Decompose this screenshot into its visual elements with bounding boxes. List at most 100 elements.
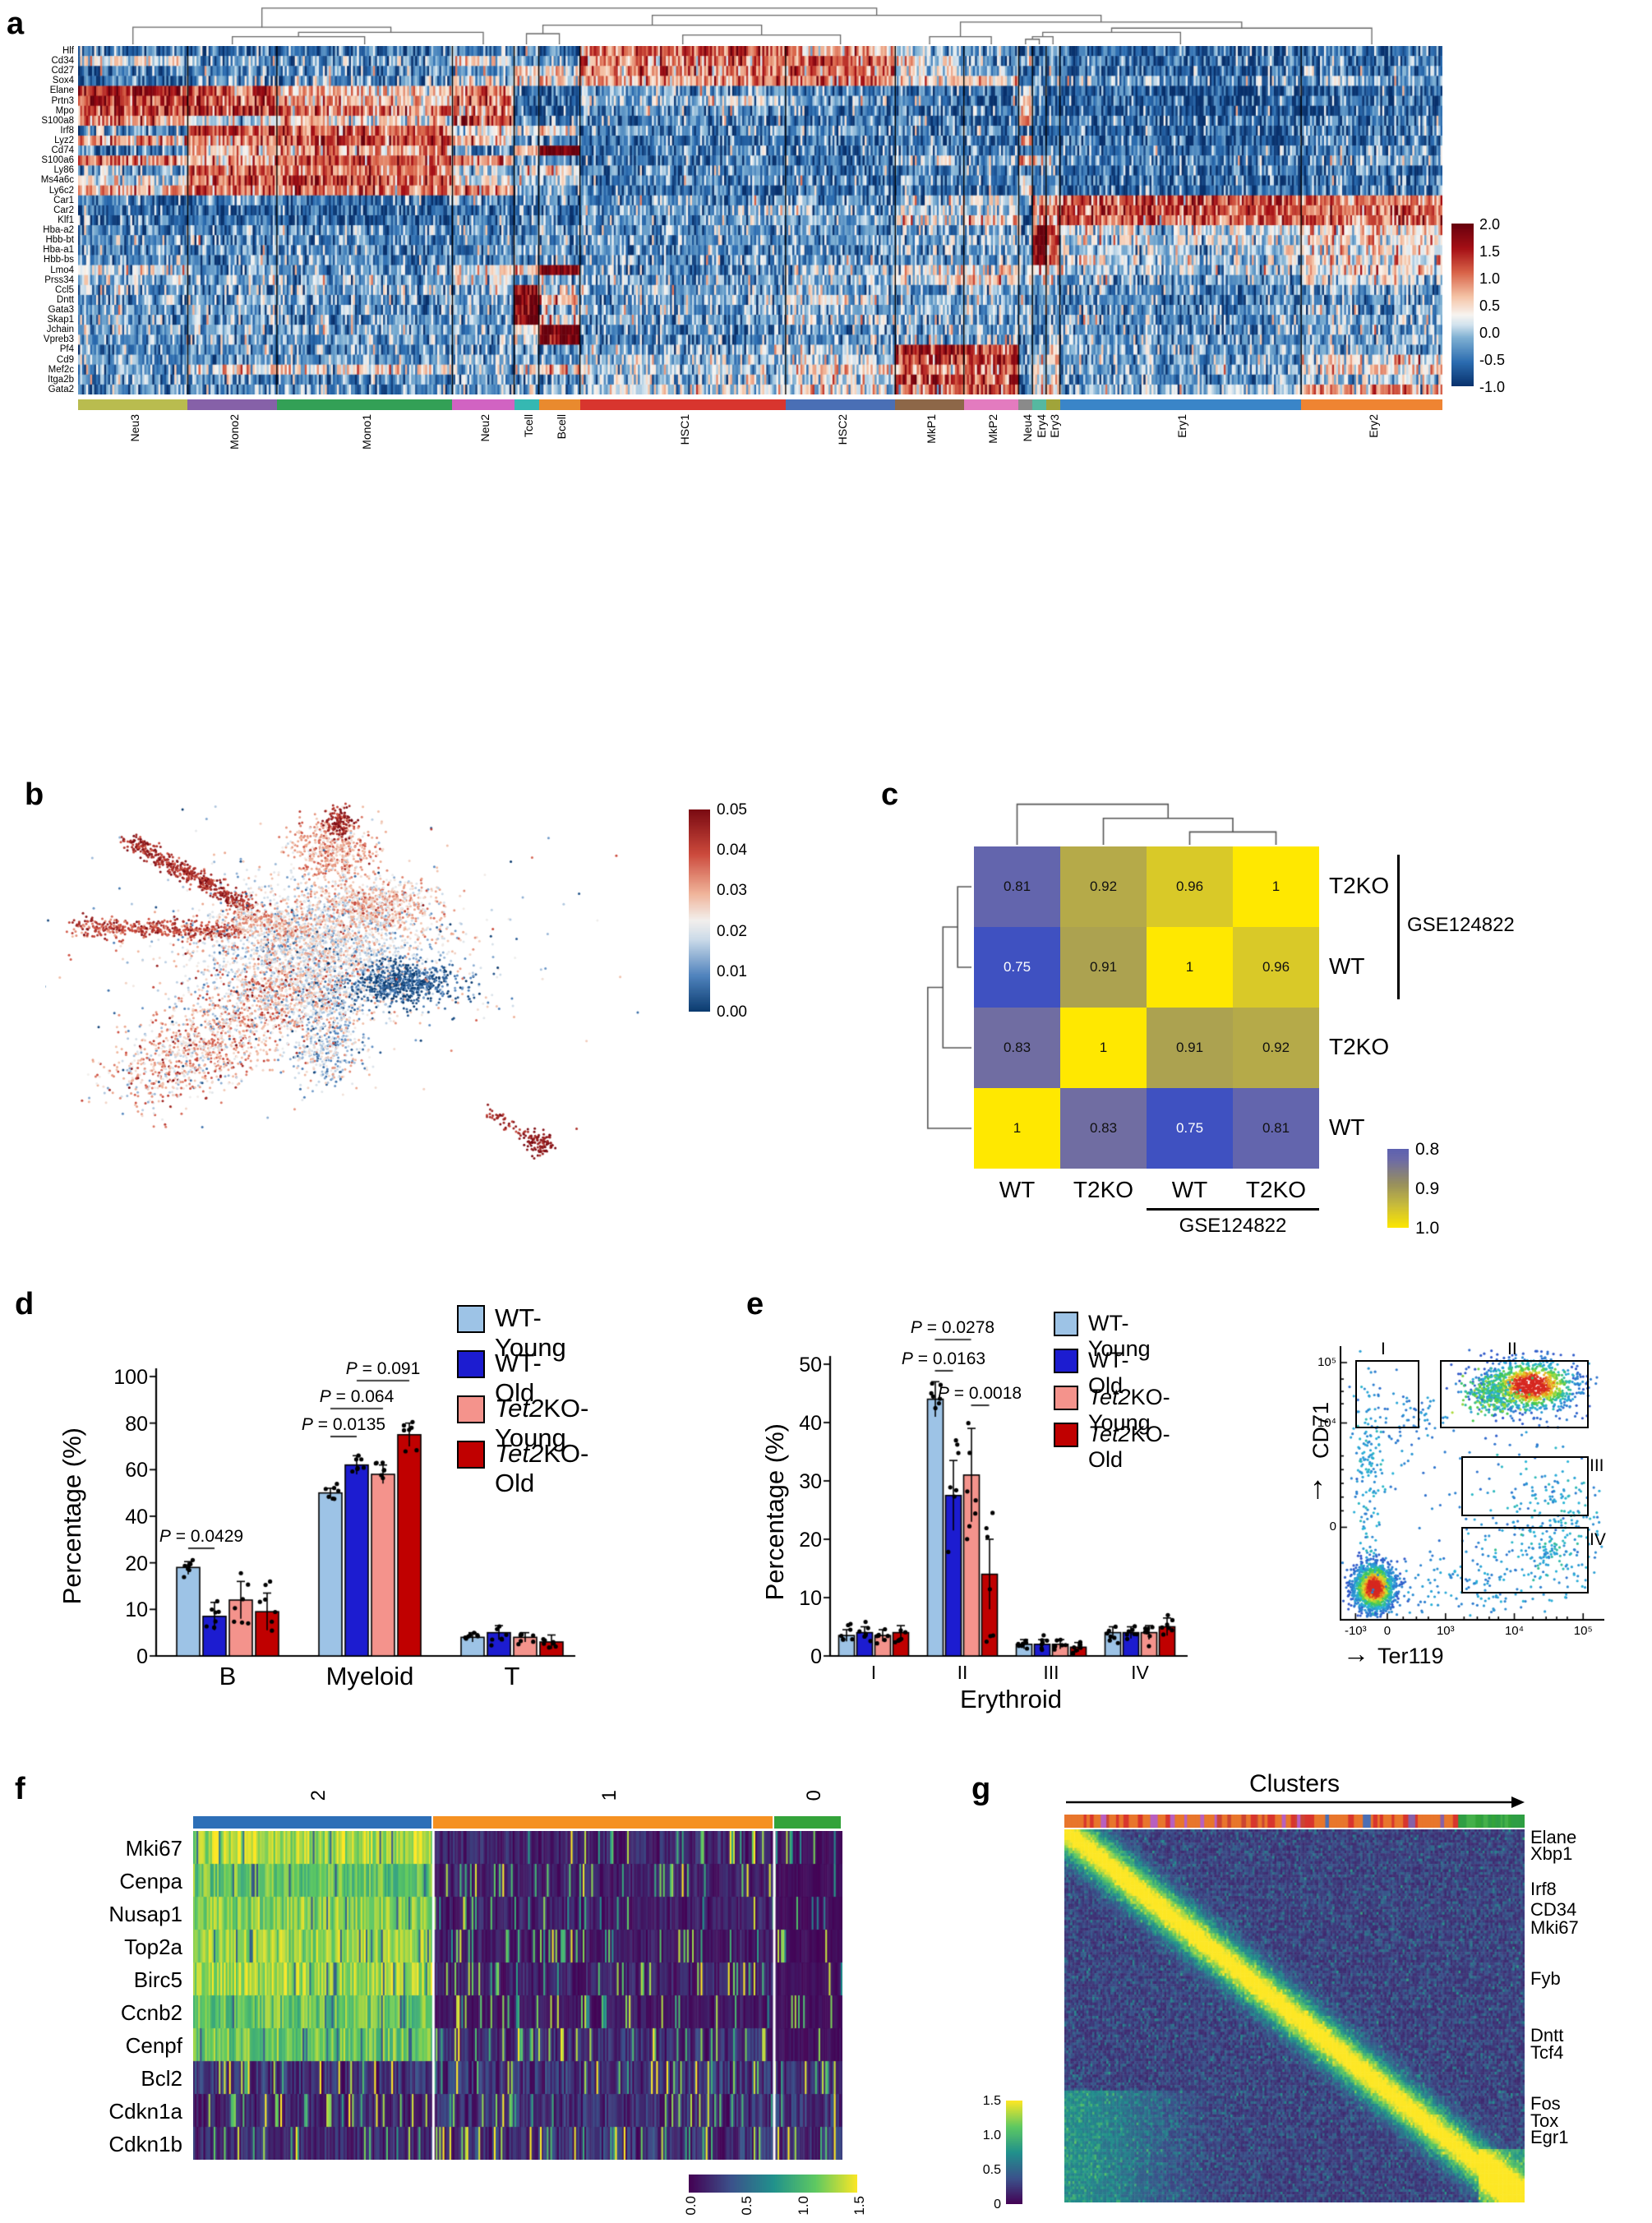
heatmap-g [1064,1829,1525,2202]
legend-label-text: WT-Young [1088,1310,1151,1361]
cluster-label-MkP1: MkP1 [925,414,939,444]
bar-chart-d [115,1331,608,1676]
colorbar-c-tick: 0.8 [1415,1140,1440,1159]
gene-label-Ly86: Ly86 [53,165,74,176]
pvalue-label: P = 0.0278 [887,1318,1018,1338]
colorbar-b-tick: 0.03 [717,882,747,900]
legend-label-italic: Tet2 [1088,1421,1131,1446]
y-tick-label: 60 [125,1459,148,1483]
pvalue-label: P = 0.0018 [914,1384,1045,1404]
colorbar-g-tick: 0 [994,2198,1001,2211]
pvalue-label: P = 0.064 [291,1387,422,1407]
umap-scatter-b [45,801,678,1188]
gene-label-Elane: Elane [49,85,74,96]
colorbar-b-tick: 0.00 [717,1003,747,1021]
y-tick-label: 80 [125,1412,148,1436]
correlation-cell: 0.75 [974,927,1060,1008]
panel-b-label: b [25,777,44,812]
colorbar-b-tick: 0.02 [717,922,747,940]
category-label-III: III [1043,1662,1059,1683]
colorbar-g-tick: 1.5 [982,2094,1001,2108]
y-tick-label: 20 [799,1529,822,1552]
pvalue-value: = 0.0429 [170,1527,244,1546]
row-group-bracket [1397,855,1400,999]
correlation-cell: 0.83 [974,1008,1060,1088]
cluster-segment-MkP1 [895,399,964,410]
y-tick-label: 20 [125,1552,148,1575]
cluster-label-Mono2: Mono2 [227,414,241,450]
pvalue-p: P [937,1384,949,1403]
flow-x-tick: 10⁴ [1504,1624,1525,1638]
gene-label-Hba-a1: Hba-a1 [43,245,74,256]
cluster-segment-Bcell [538,399,580,410]
pvalue-value: = 0.0018 [948,1384,1022,1403]
cluster-label-Ery2: Ery2 [1367,414,1381,438]
legend-label-italic: Tet2 [495,1394,544,1423]
colorbar-a-tick: -1.0 [1479,379,1506,395]
dendrogram-c-left [921,846,971,1169]
cluster-label-Ery3: Ery3 [1048,414,1062,438]
gene-label-Hbb-bt: Hbb-bt [45,235,74,246]
gene-label-Bcl2: Bcl2 [141,2066,182,2091]
pvalue-value: = 0.064 [330,1387,395,1406]
dendrogram-c-top [974,799,1319,845]
cluster-label-f-1: 1 [598,1790,621,1801]
gene-label-Mpo: Mpo [55,105,74,116]
gene-label-S100a6: S100a6 [41,155,74,166]
correlation-cell: 0.92 [1233,1008,1319,1088]
gate-box-I [1355,1359,1419,1429]
gene-label-Elane: Elane [1530,1826,1577,1847]
gene-label-Birc5: Birc5 [133,1967,182,1992]
gene-label-Hlf: Hlf [62,46,74,56]
colorbar-b-tick: 0.05 [717,801,747,819]
category-label-I: I [870,1662,877,1683]
gene-label-Tox: Tox [1530,2110,1559,2132]
correlation-cell: 0.83 [1060,1088,1147,1169]
gene-label-Skap1: Skap1 [47,315,74,325]
legend-swatch-3 [457,1441,485,1469]
legend-label-1: WT-Old [1088,1348,1128,1399]
colorbar-c-tick: 0.9 [1415,1179,1440,1198]
cluster-segment-f-2 [193,1816,432,1829]
gene-label-Top2a: Top2a [124,1935,182,1959]
category-label-IV: IV [1131,1662,1149,1683]
right-arrow-icon: → [1343,1639,1369,1668]
colorbar-b-tick: 0.01 [717,962,747,980]
panel-e-label: e [746,1287,764,1321]
legend-label-0: WT-Young [1088,1311,1151,1362]
flow-y-axis-label: CD71 [1308,1402,1333,1460]
gene-label-Dntt: Dntt [56,294,74,305]
gene-label-Vpreb3: Vpreb3 [43,334,74,345]
correlation-cell: 0.91 [1060,927,1147,1008]
cluster-segment-Ery2 [1301,399,1442,410]
colorbar-c-tick: 1.0 [1415,1219,1440,1238]
legend-label-text: KO-Old [495,1439,589,1498]
y-tick-label: 40 [799,1412,822,1435]
heatmap-f [193,1831,842,2160]
matrix-row-label-2: T2KO [1329,1034,1390,1059]
gene-label-Itga2b: Itga2b [48,374,74,385]
g-title: Clusters [1248,1770,1341,1797]
legend-label-text: KO-Old [1088,1421,1170,1472]
row-group-label: GSE124822 [1407,914,1515,936]
colorbar-a-tick: 2.0 [1479,216,1501,233]
gene-label-Mki67: Mki67 [125,1836,182,1861]
gene-label-Prtn3: Prtn3 [51,95,75,106]
flow-x-tick: 10³ [1436,1624,1455,1638]
colorbar-a [1451,224,1474,386]
gene-label-Sox4: Sox4 [52,76,74,86]
correlation-cell: 0.96 [1147,846,1233,927]
gene-label-Prss34: Prss34 [44,274,74,285]
cluster-segment-Ery1 [1059,399,1302,410]
gene-label-Cd27: Cd27 [51,66,75,76]
colorbar-a-tick: 0.0 [1479,325,1501,341]
y-tick-label: 30 [799,1470,822,1493]
colorbar-a-tick: -0.5 [1479,352,1506,368]
colorbar-a-tick: 0.5 [1479,297,1501,314]
correlation-cell: 1 [1147,927,1233,1008]
cluster-annotation-bar-g [1064,1815,1525,1828]
gene-label-Mki67: Mki67 [1530,1917,1579,1939]
gate-label-I: I [1381,1340,1386,1358]
cluster-label-Neu2: Neu2 [478,414,491,442]
